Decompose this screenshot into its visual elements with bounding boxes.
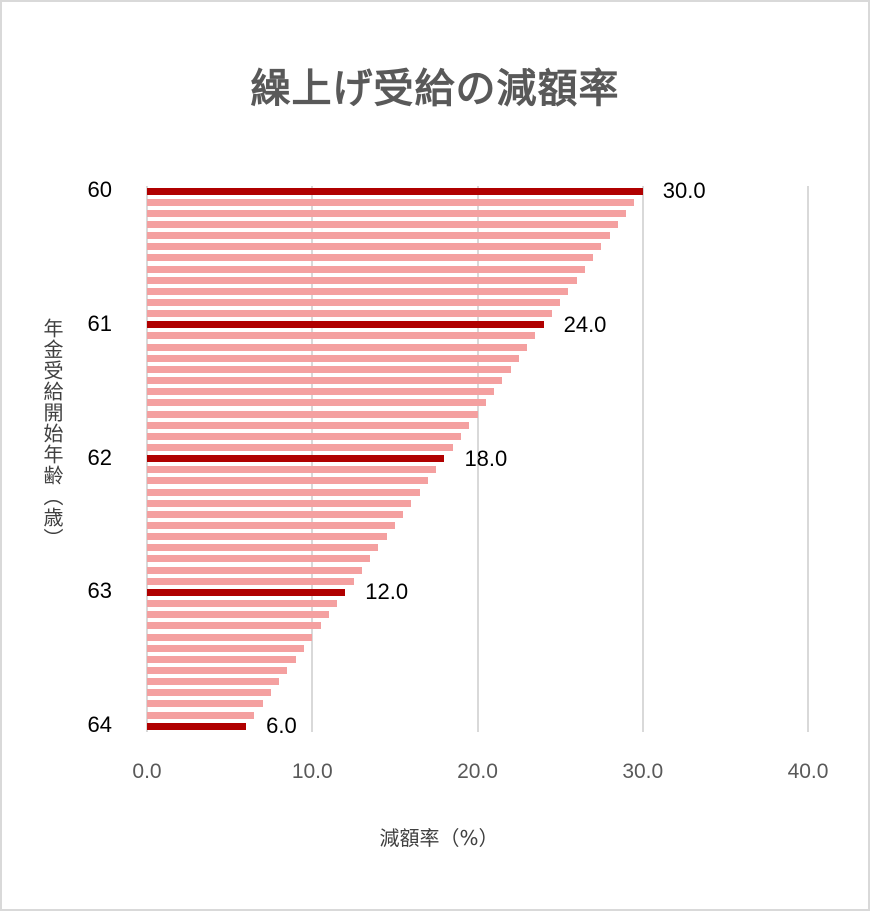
y-tick-label: 61 (87, 310, 112, 336)
data-label: 6.0 (266, 713, 297, 739)
bar (147, 377, 503, 385)
y-tick-label: 62 (87, 444, 112, 470)
gridline (641, 186, 644, 732)
bar (147, 455, 445, 463)
bar (147, 243, 602, 251)
bar (147, 600, 338, 608)
bar (147, 588, 346, 596)
bar (147, 310, 552, 318)
bar (147, 209, 627, 217)
bar (147, 611, 329, 619)
bar (147, 678, 280, 686)
bar (147, 700, 263, 708)
bar (147, 566, 362, 574)
gridline (807, 186, 809, 732)
plot-area: 30.0 24.0 18.0 12.0 6.0 (146, 180, 809, 737)
x-tick-label: 40.0 (787, 760, 829, 783)
bar (147, 544, 379, 552)
y-tick-label: 60 (87, 177, 112, 202)
bar (147, 533, 387, 541)
bar (147, 522, 395, 529)
data-label: 12.0 (365, 579, 409, 605)
bar (147, 477, 428, 485)
bar (147, 365, 511, 373)
bar (147, 655, 296, 663)
bar (147, 343, 528, 351)
bar (147, 510, 404, 518)
bar (147, 555, 371, 563)
bar (147, 711, 255, 719)
bar (147, 689, 271, 697)
bar (147, 577, 354, 585)
bar (147, 421, 470, 429)
bar (147, 466, 437, 474)
data-label: 24.0 (563, 311, 607, 337)
bar (147, 232, 610, 240)
bar (147, 287, 569, 295)
bar (147, 265, 585, 273)
x-axis-label: 減額率（%） (379, 826, 499, 850)
bar (147, 410, 478, 418)
y-tick-label: 63 (87, 578, 112, 604)
bar (147, 254, 594, 262)
data-label: 18.0 (464, 445, 508, 471)
bar (147, 488, 420, 496)
bar (147, 666, 288, 674)
bar (147, 432, 461, 440)
x-tick-label: 30.0 (622, 760, 664, 783)
bar (147, 198, 635, 206)
x-tick-label: 10.0 (291, 760, 333, 783)
bar (147, 332, 536, 340)
bar (147, 622, 321, 630)
bar (147, 354, 519, 362)
bar (147, 276, 577, 284)
bar (147, 722, 247, 730)
gridline (476, 186, 479, 732)
bar (147, 220, 618, 228)
bar (147, 633, 313, 641)
bar (147, 187, 643, 195)
x-tick-label: 20.0 (457, 760, 498, 783)
data-label: 30.0 (662, 178, 706, 203)
bar (147, 321, 544, 329)
y-tick-label: 64 (87, 712, 112, 738)
chart-title: 繰上げ受給の減額率 (250, 66, 620, 112)
x-tick-label: 0.0 (132, 760, 162, 783)
y-axis-label: 年金受給開始年齢（歳） (40, 318, 64, 549)
bar (147, 299, 561, 306)
bar (147, 644, 304, 652)
bar (147, 443, 453, 451)
bar (147, 388, 495, 396)
bar (147, 499, 412, 507)
bar (147, 399, 486, 407)
